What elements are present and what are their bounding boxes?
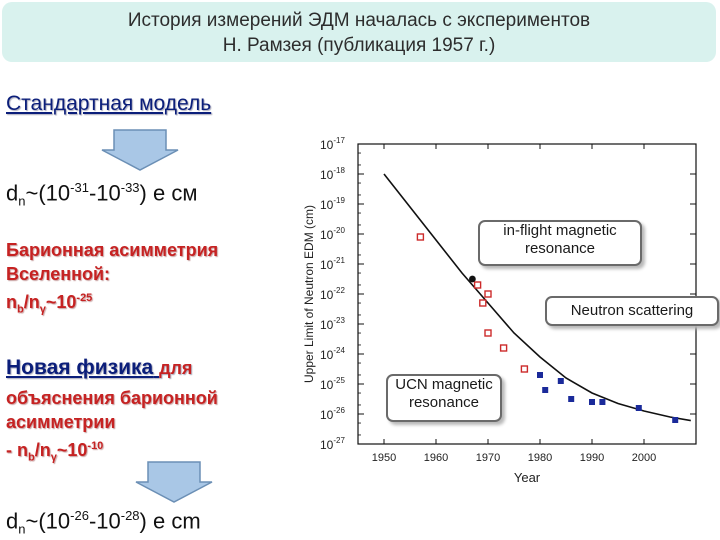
- y-tick-label: 10-18: [320, 166, 345, 182]
- x-tick-label: 1970: [476, 452, 500, 464]
- edm-new-physics-value: dn~(10-26-10-28) e cm: [6, 508, 201, 537]
- data-point-scattering: [484, 329, 492, 337]
- down-arrow-icon: [101, 129, 179, 171]
- slide-title: История измерений ЭДМ началась с экспери…: [2, 2, 716, 62]
- data-point-scattering: [520, 365, 529, 373]
- baryon-line-2: Вселенной:: [6, 264, 111, 284]
- slide-title-line-1: История измерений ЭДМ началась с экспери…: [127, 10, 591, 31]
- y-tick-label: 10-25: [320, 376, 345, 392]
- x-axis-label: Year: [514, 470, 541, 485]
- expl-line-2: асимметрии: [6, 412, 116, 432]
- y-tick-label: 10-22: [320, 286, 345, 302]
- data-point-scattering: [473, 281, 482, 289]
- baryon-line-1: Барионная асимметрия: [6, 240, 219, 260]
- down-arrow-icon-2: [135, 461, 213, 503]
- data-point-ucn: [542, 387, 549, 393]
- new-physics-heading: Новая физика для: [6, 356, 193, 379]
- x-tick-label: 1990: [580, 452, 604, 464]
- data-point-ucn: [672, 417, 679, 423]
- callout-ucn-resonance: UCN magnetic resonance: [386, 374, 502, 422]
- data-point-ucn: [557, 378, 564, 384]
- baryon-asymmetry-text: Барионная асимметрия Вселенной: nb/nγ~10…: [6, 238, 218, 322]
- baryon-ratio-2: - nb/nγ~10-10: [6, 440, 104, 464]
- x-tick-label: 1960: [424, 452, 448, 464]
- trend-curve: [383, 173, 691, 422]
- data-point-inflight: [469, 275, 476, 283]
- x-tick-label: 1950: [372, 452, 396, 464]
- y-tick-label: 10-23: [320, 316, 345, 332]
- y-tick-label: 10-21: [320, 256, 345, 272]
- callout-neutron-scattering: Neutron scattering: [545, 296, 719, 326]
- x-tick-label: 2000: [632, 452, 656, 464]
- edm-standard-model-value: dn~(10-31-10-33) e см: [6, 180, 198, 209]
- y-tick-label: 10-27: [320, 436, 345, 452]
- data-point-ucn: [589, 399, 595, 405]
- y-tick-label: 10-17: [320, 136, 345, 152]
- y-tick-label: 10-20: [320, 226, 345, 242]
- y-tick-label: 10-19: [320, 196, 345, 212]
- data-point-scattering: [479, 299, 487, 307]
- standard-model-heading: Стандартная модель: [6, 92, 212, 115]
- slide-title-line-2: Н. Рамзея (публикация 1957 г.): [222, 35, 496, 56]
- data-point-ucn: [599, 399, 606, 405]
- data-point-scattering: [416, 233, 425, 241]
- x-tick-label: 1980: [528, 452, 552, 464]
- data-point-scattering: [499, 344, 508, 352]
- y-axis-label: Upper Limit of Neutron EDM (cm): [302, 205, 316, 383]
- new-physics-explanation: объяснения барионной асимметрии - nb/nγ~…: [6, 386, 218, 470]
- expl-line-1: объяснения барионной: [6, 388, 218, 408]
- data-point-ucn: [635, 405, 642, 411]
- y-tick-label: 10-26: [320, 406, 345, 422]
- data-point-scattering: [484, 290, 492, 298]
- callout-inflight-resonance: in-flight magnetic resonance: [478, 220, 642, 266]
- data-point-ucn: [537, 372, 543, 378]
- data-point-ucn: [568, 396, 575, 402]
- baryon-ratio-1: nb/nγ~10-25: [6, 292, 93, 316]
- y-tick-label: 10-24: [320, 346, 345, 362]
